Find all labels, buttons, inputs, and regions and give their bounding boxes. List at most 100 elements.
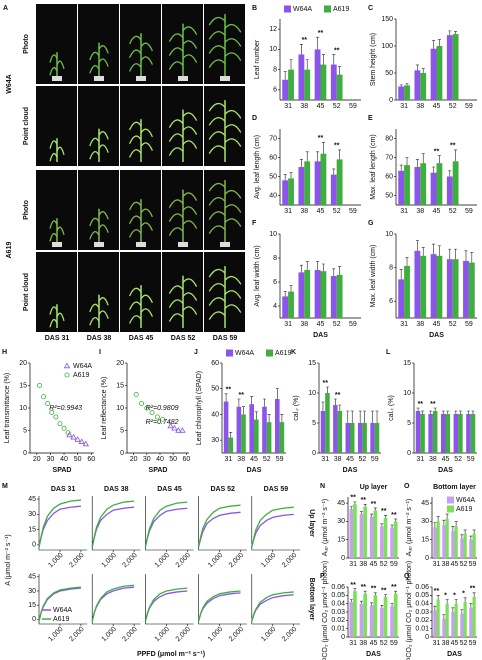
x-tick-label: 38 [300, 321, 308, 328]
y-tick-label: 0.01 [415, 626, 429, 633]
error-bar [454, 599, 458, 604]
row-label: Photo [23, 200, 30, 220]
bar [353, 591, 357, 637]
plant-leaf [168, 33, 184, 42]
error-bar [321, 54, 325, 65]
y-axis-label: A (μmol m⁻² s⁻¹) [5, 534, 12, 585]
bar [249, 404, 254, 453]
error-bar [359, 511, 363, 515]
bar [436, 163, 443, 205]
y-tick-label: 15 [28, 526, 36, 533]
legend-label: A619 [456, 506, 472, 513]
response-curve [251, 506, 294, 548]
x-tick-label: 45 [433, 208, 441, 215]
x-tick-label: 38 [416, 321, 424, 328]
x-tick-label: 1,000 [154, 626, 171, 643]
bar [463, 602, 467, 637]
point [82, 440, 90, 447]
error-bar [429, 410, 433, 414]
plant-leaf [224, 204, 242, 213]
panel-frame [91, 496, 141, 551]
point [49, 409, 55, 415]
y-tick-label: 10 [403, 390, 411, 397]
bar [298, 272, 305, 318]
bar [374, 423, 380, 453]
plant-leaf [89, 217, 100, 227]
x-tick-label: 31 [284, 208, 292, 215]
response-curve [144, 501, 188, 548]
y-tick-label: 60 [385, 173, 393, 180]
x-tick-label: 2,000 [228, 626, 245, 643]
x-tick-label: 45 [433, 321, 441, 328]
panel-title: DAS 45 [157, 486, 182, 493]
bar [353, 504, 357, 558]
x-axis-label: DAS [247, 467, 262, 474]
y-tick-label: 60 [269, 154, 277, 161]
bar [451, 531, 455, 558]
point [78, 438, 85, 444]
plant-leaf [129, 63, 142, 72]
plant-leaf [168, 227, 184, 236]
panel-frame [38, 574, 88, 625]
plant-leaf [182, 306, 198, 315]
x-tick-label: 31 [400, 321, 408, 328]
panel-frame [251, 496, 300, 551]
bar [314, 270, 321, 318]
error-bar [280, 414, 284, 423]
point [139, 400, 145, 406]
error-bar [224, 393, 228, 402]
plant-leaf [208, 268, 226, 278]
bar [320, 411, 326, 453]
y-tick-label: 6 [273, 87, 277, 94]
bar [404, 165, 410, 205]
bar [336, 74, 343, 100]
bar [380, 607, 384, 637]
x-tick-label: 2,000 [121, 552, 138, 569]
pot [94, 242, 104, 247]
bar [430, 254, 437, 318]
y-tick-label: 60 [211, 360, 219, 367]
legend-marker [64, 372, 70, 378]
y-tick-label: 12 [269, 26, 277, 33]
y-tick-label: 0.03 [331, 609, 345, 616]
plant-leaf [224, 218, 242, 227]
group-label: W64A [6, 74, 13, 93]
error-bar [421, 410, 425, 414]
plant-leaf [208, 145, 226, 154]
x-tick-label: 45 [451, 561, 459, 568]
plant-leaf [224, 189, 242, 199]
bar [469, 539, 473, 558]
legend-swatch [266, 349, 273, 357]
y-tick-label: 0 [407, 450, 411, 457]
x-tick-label: 2,000 [281, 626, 298, 643]
plant-leaf [208, 311, 226, 320]
y-tick-label: 45 [421, 500, 429, 507]
error-bar [363, 504, 367, 507]
error-bar [433, 605, 437, 611]
y-tick-label: 45 [337, 500, 345, 507]
panel-label: O [404, 483, 410, 490]
bar [357, 423, 363, 453]
point [160, 416, 166, 422]
error-bar [283, 71, 287, 80]
plant-leaf [208, 59, 226, 68]
y-tick-label: 80 [385, 135, 393, 142]
x-tick-label: 52 [359, 456, 367, 463]
plant-leaf [140, 294, 153, 304]
error-bar [448, 30, 452, 36]
panel-label: E [368, 115, 373, 122]
y-axis-label: cal.ᵣ (%) [293, 395, 300, 420]
plant-leaf [168, 133, 184, 142]
y-tick-label: 0.05 [331, 592, 345, 599]
error-bar [321, 401, 325, 411]
plant-leaf [89, 231, 100, 240]
bar [428, 414, 433, 453]
x-tick-label: 40 [156, 456, 164, 463]
y-tick-label: 5 [407, 420, 411, 427]
plant-leaf [129, 215, 142, 224]
plant-leaf [208, 16, 226, 26]
x-axis-label: DAS [429, 332, 444, 339]
error-bar [454, 31, 458, 35]
legend-label: A619 [73, 372, 89, 379]
plant-leaf [98, 45, 109, 54]
